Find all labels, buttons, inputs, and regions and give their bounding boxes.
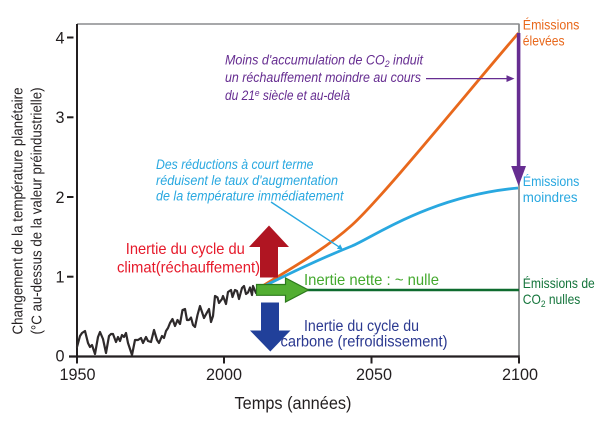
- svg-text:1: 1: [55, 269, 64, 287]
- svg-text:du 21e siècle et au-delà: du 21e siècle et au-delà: [225, 87, 350, 103]
- svg-text:Émissions: Émissions: [523, 17, 580, 32]
- svg-text:moindres: moindres: [523, 190, 578, 205]
- svg-text:élevées: élevées: [523, 33, 565, 48]
- svg-text:(°C au-dessus de la valeur pré: (°C au-dessus de la valeur préindustriel…: [30, 88, 46, 335]
- svg-text:Temps (années): Temps (années): [235, 393, 352, 413]
- svg-text:réduisent le taux d'augmentati: réduisent le taux d'augmentation: [156, 173, 338, 188]
- svg-text:Émissions de: Émissions de: [523, 276, 595, 291]
- svg-text:2050: 2050: [356, 366, 392, 384]
- svg-text:3: 3: [55, 109, 64, 127]
- svg-text:climat(réchauffement): climat(réchauffement): [117, 260, 260, 277]
- svg-text:Inertie du cycle du: Inertie du cycle du: [304, 318, 419, 335]
- svg-text:4: 4: [55, 30, 64, 48]
- svg-text:Moins d'accumulation de CO2 in: Moins d'accumulation de CO2 induit: [225, 52, 424, 69]
- svg-text:Inertie nette : ~ nulle: Inertie nette : ~ nulle: [304, 272, 439, 289]
- svg-text:CO2 nulles: CO2 nulles: [523, 292, 581, 310]
- svg-text:2100: 2100: [502, 366, 538, 384]
- svg-text:Inertie du cycle du: Inertie du cycle du: [126, 241, 245, 258]
- svg-text:1950: 1950: [59, 366, 95, 384]
- svg-text:Émissions: Émissions: [523, 174, 580, 189]
- svg-text:un réchauffement moindre au co: un réchauffement moindre au cours: [225, 70, 421, 85]
- svg-text:2: 2: [55, 189, 64, 207]
- svg-text:Des réductions à court terme: Des réductions à court terme: [156, 157, 314, 172]
- svg-text:2000: 2000: [206, 366, 242, 384]
- svg-text:Changement de la température p: Changement de la température planétaire: [11, 87, 27, 334]
- svg-text:0: 0: [55, 348, 64, 366]
- svg-text:de la température immédiatemen: de la température immédiatement: [156, 189, 345, 204]
- svg-text:carbone (refroidissement): carbone (refroidissement): [281, 333, 448, 350]
